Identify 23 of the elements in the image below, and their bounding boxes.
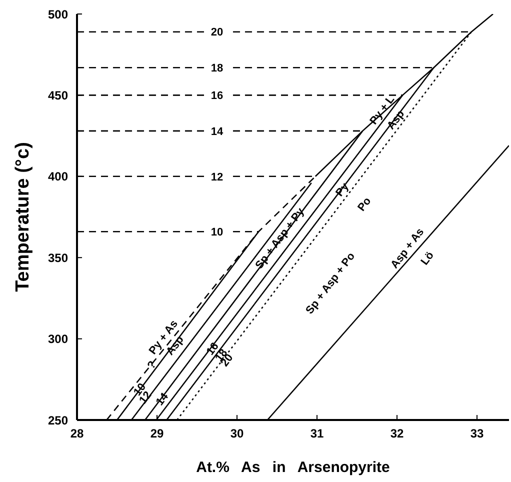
series-label: 10	[210, 226, 224, 238]
x-tick-label: 29	[150, 426, 164, 441]
series-label: 20	[210, 26, 224, 39]
series-label: 14	[210, 126, 224, 138]
annotation: ?	[145, 358, 160, 372]
series-label: 16	[210, 90, 224, 102]
y-tick-label: 450	[48, 88, 68, 102]
x-tick-label: 30	[230, 426, 244, 441]
series-label: 18	[210, 62, 224, 74]
y-tick-label: 250	[48, 413, 68, 428]
annotation: Lö	[418, 249, 437, 268]
y-tick-label: 350	[48, 250, 68, 265]
y-tick-label: 400	[48, 170, 68, 184]
x-axis-title: At.% As in Arsenopyrite	[196, 459, 390, 476]
y-axis-title: Temperature (°c)	[12, 142, 34, 292]
annotation: Po	[356, 195, 374, 214]
x-tick-label: 31	[310, 426, 324, 441]
x-tick-label: 28	[70, 426, 84, 441]
x-tick-label: 33	[470, 426, 484, 441]
y-tick-label: 300	[48, 332, 68, 346]
series-label: 12	[210, 171, 224, 184]
x-tick-label: 32	[390, 426, 404, 441]
y-tick-label: 500	[48, 7, 68, 22]
